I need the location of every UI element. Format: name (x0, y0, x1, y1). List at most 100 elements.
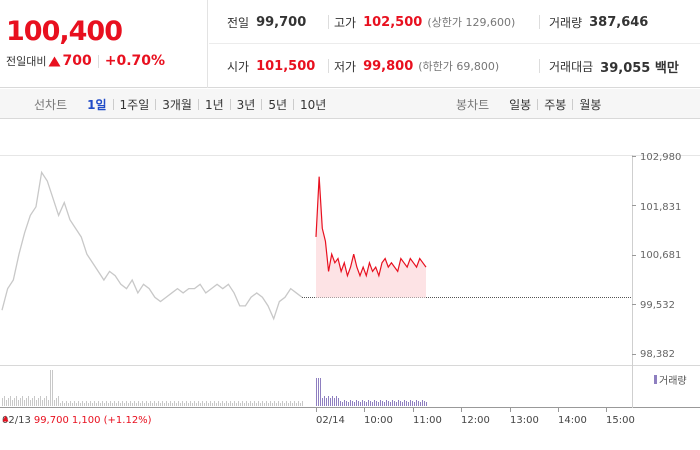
volume-bar (118, 401, 119, 406)
volume-bar (120, 403, 121, 406)
volume-bar (322, 398, 323, 406)
divider (261, 98, 263, 110)
volume-bar (154, 401, 155, 406)
volume-bar (402, 402, 403, 406)
triangle-up-icon (2, 415, 9, 422)
x-tick-label: 12:00 (461, 415, 490, 426)
volume-bar (2, 398, 3, 406)
volume-bar (326, 398, 327, 406)
candle-tab[interactable]: 주봉 (544, 97, 567, 112)
volume-bar (160, 403, 161, 406)
period-tab[interactable]: 3개월 (162, 97, 192, 112)
volume-bar (138, 401, 139, 406)
volume-bar (264, 403, 265, 406)
volume-bar (330, 398, 331, 406)
period-tab[interactable]: 5년 (268, 97, 288, 112)
chart-toolbar: 선차트 1일 1주일 3개월 1년 3년 5년 10년 봉차트 일봉 주봉 월봉 (0, 89, 700, 119)
volume-bar (102, 401, 103, 406)
candle-tab[interactable]: 월봉 (579, 97, 602, 112)
volume-bar (238, 401, 239, 406)
volume-bar (70, 401, 71, 406)
stat-value: 99,700 (256, 14, 307, 30)
volume-bar (94, 401, 95, 406)
volume-bar (340, 401, 341, 406)
volume-legend-label: 거래량 (659, 376, 687, 387)
volume-bar (410, 400, 411, 406)
volume-bar (4, 396, 5, 406)
volume-bar (136, 403, 137, 406)
volume-bar (218, 401, 219, 406)
candle-chart-periods: 봉차트 일봉 주봉 월봉 (456, 89, 607, 119)
volume-bar (28, 396, 29, 406)
volume-bar (392, 400, 393, 406)
volume-bar (150, 401, 151, 406)
volume-bar (170, 401, 171, 406)
volume-bar (158, 401, 159, 406)
volume-bar (386, 400, 387, 406)
volume-bar (336, 396, 337, 406)
divider (328, 59, 329, 73)
volume-bar (90, 401, 91, 406)
divider (293, 98, 295, 110)
divider (97, 54, 99, 68)
prev-day-date: 02/13 (2, 415, 31, 426)
volume-bar (104, 403, 105, 406)
change-row: 전일대비 700 +0.70% (6, 53, 165, 69)
stat-value: 387,646 (589, 14, 649, 30)
period-tab[interactable]: 1년 (204, 97, 224, 112)
volume-bar (132, 403, 133, 406)
volume-bar (280, 403, 281, 406)
volume-bar (106, 401, 107, 406)
volume-bar (356, 400, 357, 406)
volume-bar (68, 403, 69, 406)
divider (537, 98, 539, 110)
change-value: 700 (62, 53, 92, 69)
volume-bar (208, 403, 209, 406)
candle-tab[interactable]: 일봉 (509, 97, 532, 112)
volume-bar (278, 401, 279, 406)
volume-bar (6, 400, 7, 406)
volume-bar (366, 402, 367, 406)
volume-bar (378, 402, 379, 406)
volume-bar (164, 403, 165, 406)
volume-bar (266, 401, 267, 406)
volume-bar (78, 401, 79, 406)
volume-bar (288, 403, 289, 406)
volume-bar (32, 398, 33, 406)
volume-bar (52, 370, 53, 406)
volume-bar (128, 403, 129, 406)
period-tab[interactable]: 1일 (87, 97, 107, 112)
volume-bar (262, 401, 263, 406)
volume-bar (114, 401, 115, 406)
volume-bar (96, 403, 97, 406)
volume-bar (188, 403, 189, 406)
volume-bar (76, 403, 77, 406)
stat-amount: 거래대금 39,055 백만 (549, 44, 679, 88)
volume-bar (168, 403, 169, 406)
volume-bar (334, 398, 335, 406)
volume-bar (216, 403, 217, 406)
stat-value: 39,055 백만 (600, 60, 679, 76)
volume-bar (210, 401, 211, 406)
stat-label: 고가 (334, 15, 357, 30)
volume-bar (58, 396, 59, 406)
volume-bar (38, 398, 39, 406)
period-tab[interactable]: 3년 (236, 97, 256, 112)
volume-bar (108, 403, 109, 406)
price-chart[interactable]: 102,980 101,831 100,681 99,532 98,382 거래… (0, 120, 700, 450)
volume-bar (372, 402, 373, 406)
volume-bar (34, 396, 35, 406)
period-tab[interactable]: 10년 (300, 97, 327, 112)
volume-bar (98, 401, 99, 406)
volume-bar (144, 403, 145, 406)
volume-bar (176, 403, 177, 406)
price-box: 100,400 전일대비 700 +0.70% (0, 0, 208, 88)
volume-bar (234, 401, 235, 406)
volume-bar (320, 378, 321, 406)
volume-bar (248, 403, 249, 406)
volume-bar (54, 400, 55, 406)
period-tab[interactable]: 1주일 (119, 97, 150, 112)
volume-bar (192, 403, 193, 406)
volume-bar (390, 402, 391, 406)
x-tick-label: 13:00 (510, 415, 539, 426)
